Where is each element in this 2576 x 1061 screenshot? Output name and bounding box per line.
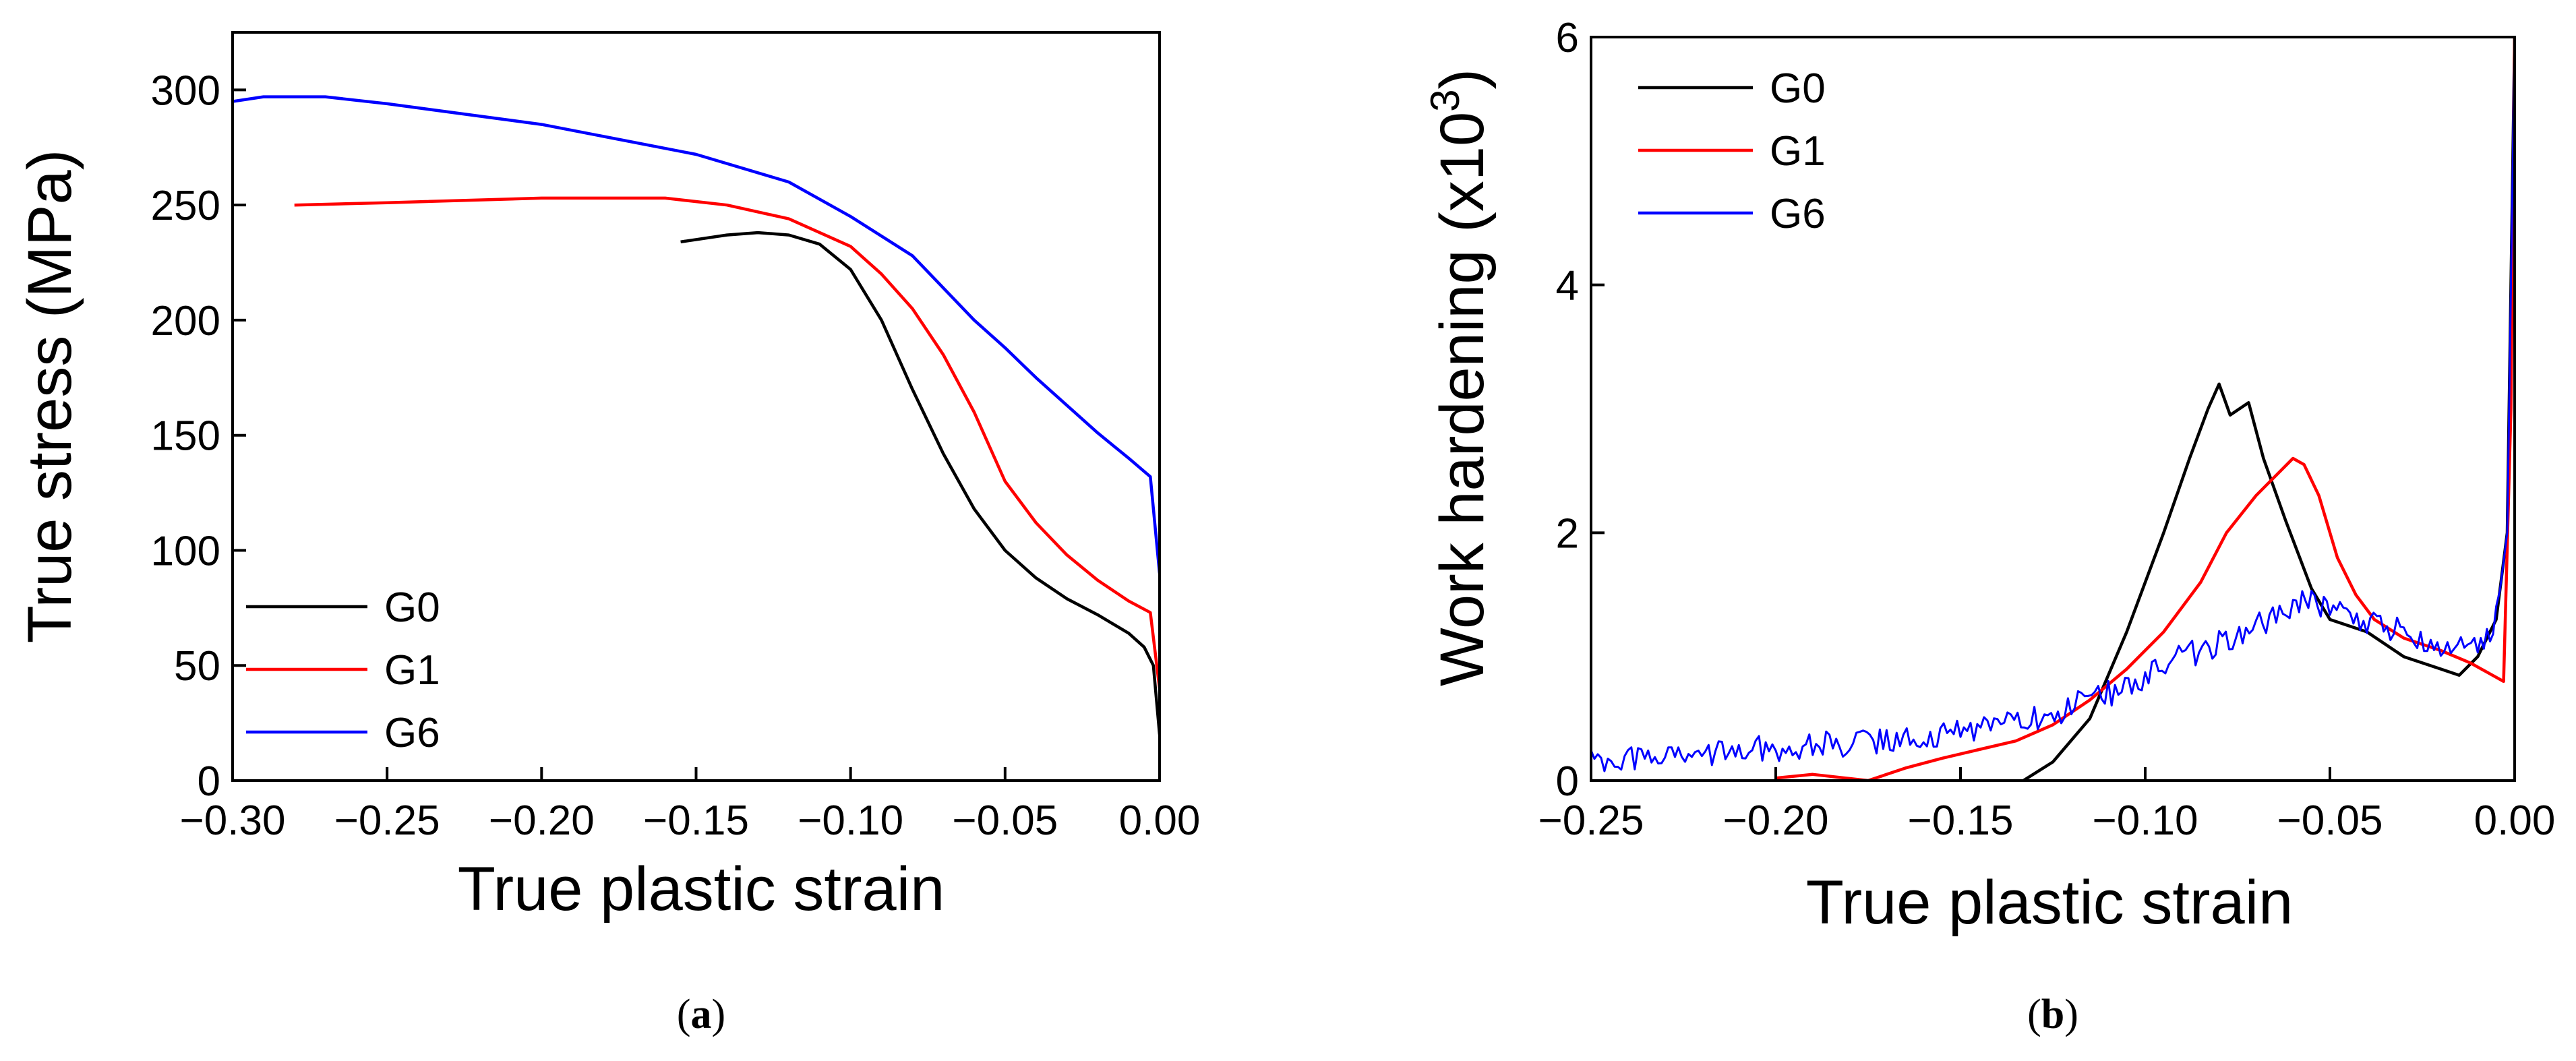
- panel-a-series-g1-line: [294, 196, 1160, 689]
- panel-b-caption: (b): [2027, 992, 2078, 1037]
- panel-b-x-tick-label: −0.15: [1908, 797, 2014, 844]
- panel-a-x-tick-label: −0.25: [334, 797, 440, 844]
- panel-a-y-tick-label: 250: [151, 183, 220, 229]
- panel-a-series-g6-line: [233, 95, 1160, 574]
- panel-b-series-g6-line: [1591, 37, 2515, 772]
- panel-a-plot-area: [233, 95, 1160, 735]
- panel-a-y-tick-label: 200: [151, 298, 220, 344]
- panel-a-x-tick-label: −0.15: [643, 797, 749, 844]
- panel-a-frame: [231, 31, 1161, 782]
- panel-b-legend: G0 G1 G6: [1638, 65, 1826, 237]
- panel-b-x-tick-label: −0.05: [2277, 797, 2383, 844]
- panel-a-chart: −0.30 −0.25 −0.20 −0.15 −0.10 −0.05 0.00 0 50 10…: [16, 31, 1201, 1037]
- panel-b-y-tick-label: 6: [1556, 15, 1579, 61]
- panel-b-y-axis-label: Work hardening (x103): [1422, 69, 1497, 686]
- panel-a-series-g0-line: [680, 231, 1160, 735]
- panel-a-x-tick-label: −0.05: [952, 797, 1058, 844]
- panel-b-x-tick-label: −0.20: [1723, 797, 1829, 844]
- panel-b-series-g0-line: [2023, 37, 2515, 781]
- panel-a-y-tick-label: 50: [174, 643, 220, 690]
- panel-a-y-tick-label: 300: [151, 67, 220, 114]
- panel-b-y-ticks: 0 2 4 6: [1556, 15, 1605, 805]
- panel-b-y-tick-label: 4: [1556, 263, 1579, 309]
- panel-b-legend-label-g0: G0: [1770, 65, 1826, 112]
- panel-a-legend-label-g6: G6: [384, 710, 440, 756]
- panel-b-legend-label-g1: G1: [1770, 128, 1826, 175]
- panel-b-x-tick-label: −0.25: [1538, 797, 1644, 844]
- panel-b-x-axis-label: True plastic strain: [1806, 868, 2294, 937]
- panel-a-y-tick-label: 150: [151, 413, 220, 460]
- panel-b-chart: −0.25 −0.20 −0.15 −0.10 −0.05 0.00 0 2 4 6 True …: [1422, 15, 2555, 1037]
- panel-b-x-ticks: −0.25 −0.20 −0.15 −0.10 −0.05 0.00: [1538, 767, 2556, 844]
- panel-a-x-tick-label: −0.20: [489, 797, 595, 844]
- panel-a-x-tick-label: −0.10: [798, 797, 903, 844]
- panel-a-x-axis-label: True plastic strain: [458, 855, 945, 923]
- panel-a-y-ticks: 0 50 100 150 200 250 300: [151, 67, 246, 805]
- panel-a-y-tick-label: 0: [198, 758, 220, 805]
- panel-b-plot-area: [1591, 37, 2515, 781]
- panel-b-y-tick-label: 0: [1556, 758, 1579, 805]
- panel-b-x-tick-label: 0.00: [2474, 797, 2556, 844]
- panel-b-y-tick-label: 2: [1556, 510, 1579, 557]
- panel-a-legend: G0 G1 G6: [246, 584, 440, 756]
- panel-a-x-tick-label: −0.30: [180, 797, 286, 844]
- panel-b-frame: [1590, 36, 2516, 782]
- panel-b-legend-label-g6: G6: [1770, 191, 1826, 237]
- panel-a-x-tick-label: 0.00: [1119, 797, 1201, 844]
- panel-b-series-g1-line: [1775, 37, 2515, 781]
- panel-a-x-ticks: −0.30 −0.25 −0.20 −0.15 −0.10 −0.05 0.00: [180, 767, 1201, 844]
- panel-a-caption: (a): [677, 992, 725, 1037]
- panel-a-y-tick-label: 100: [151, 528, 220, 574]
- panel-a-y-axis-label: True stress (MPa): [16, 150, 84, 644]
- panel-a-legend-label-g0: G0: [384, 584, 440, 631]
- panel-a-legend-label-g1: G1: [384, 647, 440, 694]
- panel-b-x-tick-label: −0.10: [2093, 797, 2198, 844]
